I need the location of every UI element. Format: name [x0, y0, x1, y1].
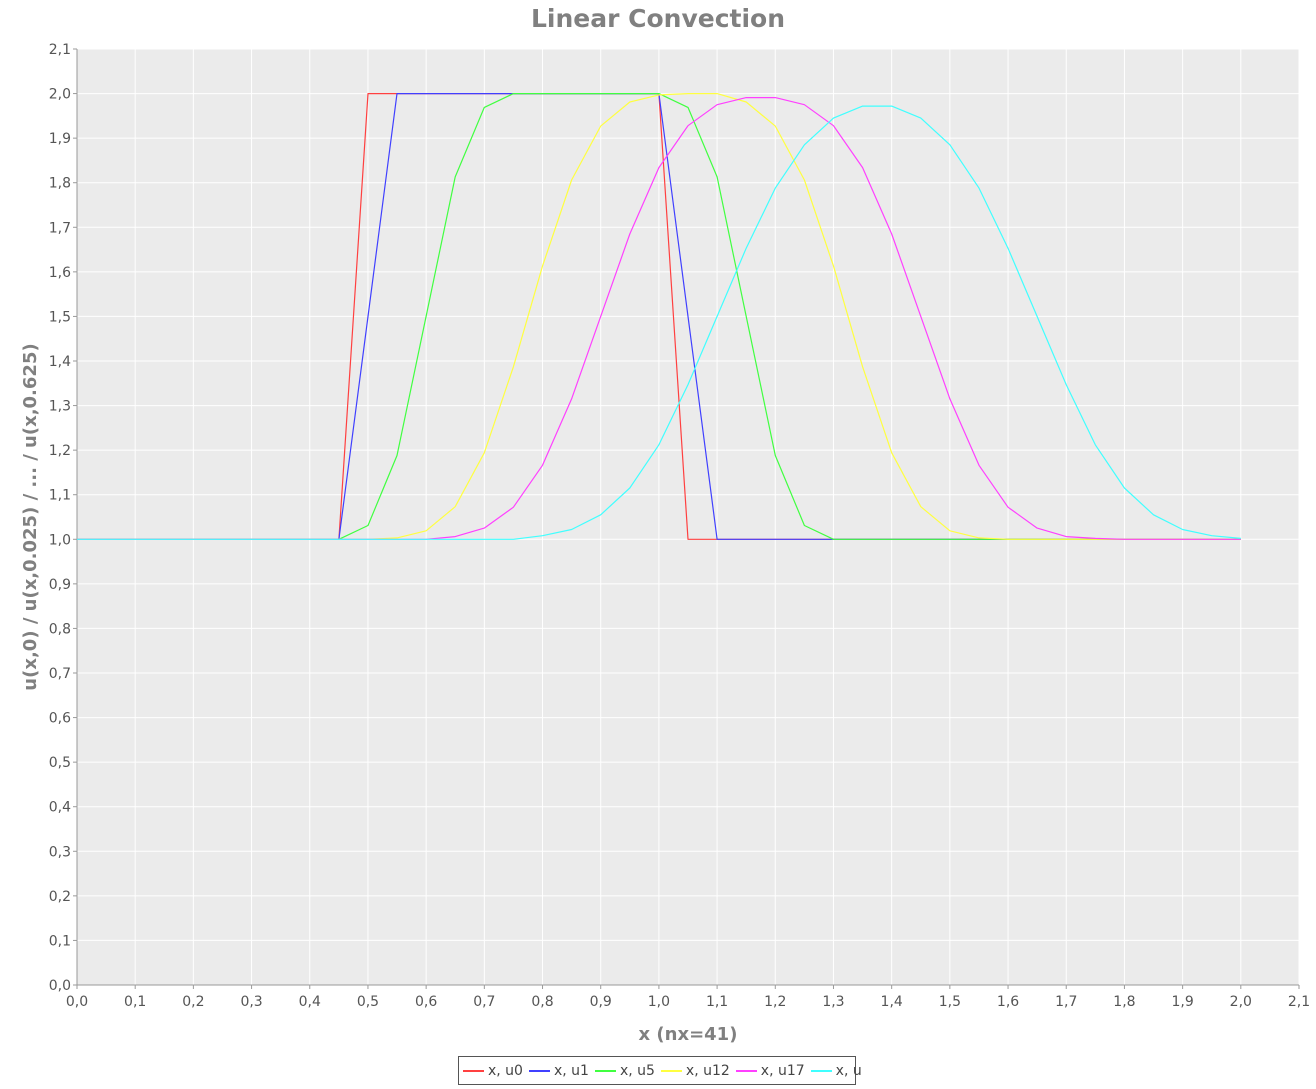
x-tick-label: 1,2 [764, 994, 786, 1010]
y-tick-label: 2,1 [49, 42, 71, 58]
x-axis-title: x (nx=41) [639, 1024, 738, 1045]
series-line-6 [77, 105, 1241, 540]
y-tick-label: 0,0 [49, 978, 71, 994]
legend-swatch [594, 1069, 616, 1072]
y-tick-label: 0,5 [49, 755, 71, 771]
x-tick-label: 0,2 [182, 994, 204, 1010]
y-tick-label: 1,2 [49, 443, 71, 459]
y-axis-title: u(x,0) / u(x,0.025) / ... / u(x,0.625) [20, 343, 41, 690]
legend-item: x, u [810, 1062, 862, 1079]
x-tick-label: 0,5 [357, 994, 379, 1010]
x-tick-label: 0,0 [66, 994, 88, 1010]
chart-title: Linear Convection [530, 4, 786, 33]
y-tick-label: 0,4 [49, 800, 71, 816]
x-tick-label: 2,0 [1230, 994, 1252, 1010]
y-tick-label: 1,9 [49, 131, 71, 147]
x-tick-label: 0,8 [531, 994, 553, 1010]
y-tick-label: 0,7 [49, 666, 71, 682]
legend-label: x, u0 [488, 1062, 523, 1079]
y-tick-label: 0,9 [49, 577, 71, 593]
x-tick-label: 2,1 [1288, 994, 1310, 1010]
x-tick-label: 1,3 [822, 994, 844, 1010]
legend-item: x, u5 [594, 1062, 655, 1079]
y-tick-label: 1,6 [49, 265, 71, 281]
x-tick-label: 1,5 [939, 994, 961, 1010]
x-tick-label: 0,4 [299, 994, 321, 1010]
y-tick-label: 0,3 [49, 844, 71, 860]
y-tick-label: 0,1 [49, 933, 71, 949]
x-tick-label: 0,7 [473, 994, 495, 1010]
x-tick-label: 1,0 [648, 994, 670, 1010]
legend-item: x, u0 [463, 1063, 523, 1079]
x-tick-label: 0,9 [590, 994, 612, 1010]
x-tick-label: 0,3 [240, 994, 262, 1010]
x-tick-label: 1,1 [706, 994, 728, 1010]
legend-item: x, u12 [660, 1062, 730, 1079]
x-tick-label: 1,6 [997, 994, 1019, 1010]
y-tick-label: 0,8 [49, 621, 71, 637]
y-tick-label: 1,5 [49, 309, 71, 325]
legend-label: x, u17 [760, 1062, 805, 1079]
x-tick-label: 1,7 [1055, 994, 1077, 1010]
x-tick-label: 1,8 [1113, 994, 1135, 1010]
legend-swatch [528, 1069, 550, 1072]
y-tick-label: 0,6 [49, 711, 71, 727]
plot-area: 0,0 0,1 0,2 0,3 0,4 0,5 0,6 0,7 0,8 0,9 1,0 1,1 1,2 1… [20, 42, 1310, 1045]
legend-label: x, u12 [685, 1062, 730, 1079]
legend-swatch [660, 1069, 682, 1072]
y-tick-label: 1,3 [49, 399, 71, 415]
x-tick-label: 1,4 [881, 994, 903, 1010]
y-tick-label: 2,0 [49, 87, 71, 103]
y-tick-label: 1,7 [49, 220, 71, 236]
legend-label: x, u [835, 1062, 862, 1079]
x-tick-label: 0,1 [124, 994, 146, 1010]
legend-item: x, u1 [528, 1062, 589, 1079]
legend: x, u0 x, u1 x, u5 x, u12 x, u17 x, u [458, 1056, 862, 1085]
y-tick-label: 1,8 [49, 176, 71, 192]
legend-swatch [463, 1069, 484, 1072]
legend-swatch [735, 1069, 757, 1072]
x-tick-label: 0,6 [415, 994, 437, 1010]
legend-label: x, u1 [553, 1062, 589, 1079]
legend-swatch [810, 1069, 832, 1072]
legend-label: x, u5 [619, 1062, 655, 1079]
legend-item: x, u17 [735, 1062, 805, 1079]
y-tick-label: 1,4 [49, 354, 71, 370]
plot-background [77, 49, 1299, 985]
y-tick-label: 1,1 [49, 488, 71, 504]
y-tick-label: 1,0 [49, 532, 71, 548]
y-tick-label: 0,2 [49, 889, 71, 905]
x-tick-label: 1,9 [1171, 994, 1193, 1010]
